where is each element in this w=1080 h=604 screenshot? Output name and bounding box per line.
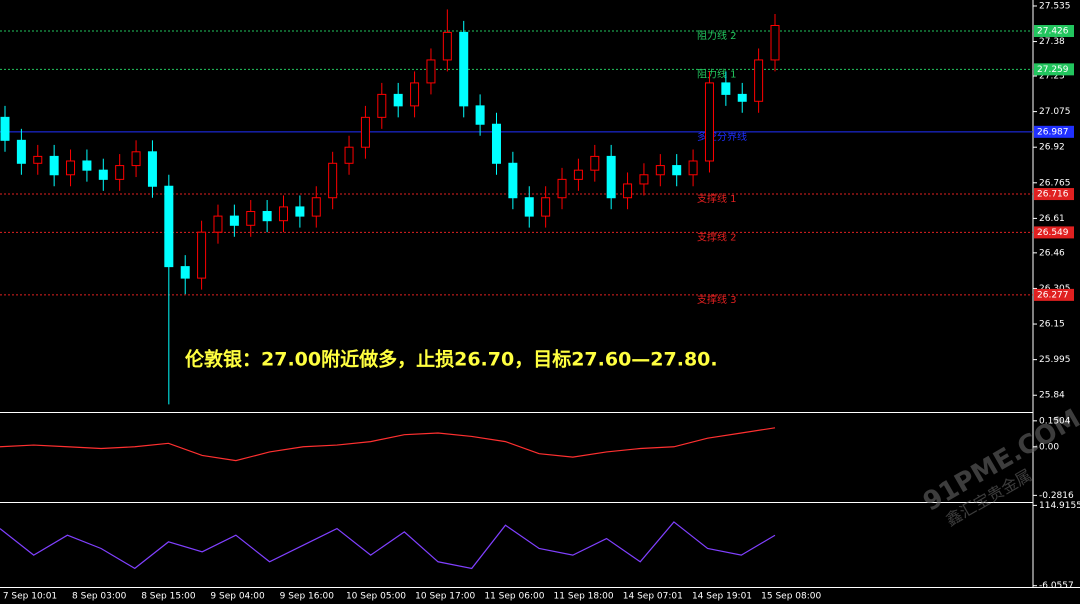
y-tick-label: 26.765 xyxy=(1039,178,1071,188)
candle-body xyxy=(131,151,141,167)
candle-body xyxy=(197,231,207,279)
candle-body xyxy=(377,93,387,118)
x-tick-label: 8 Sep 03:00 xyxy=(72,592,127,602)
candle-body xyxy=(164,185,174,268)
candle-body xyxy=(115,165,125,180)
candle-body xyxy=(147,151,157,187)
candle-body xyxy=(459,31,469,107)
x-tick-label: 11 Sep 06:00 xyxy=(484,592,544,602)
y-tick-label: 26.92 xyxy=(1039,143,1065,153)
candle-body xyxy=(98,169,108,180)
y-tick-label: 114.9155 xyxy=(1039,501,1080,511)
y-tick-label: 27.535 xyxy=(1039,1,1071,11)
x-tick-label: 9 Sep 16:00 xyxy=(280,592,335,602)
candle-body xyxy=(721,82,731,95)
level-tag xyxy=(1034,125,1074,138)
candle-body xyxy=(246,211,256,226)
x-tick-label: 15 Sep 08:00 xyxy=(761,592,821,602)
level-tag xyxy=(1034,25,1074,38)
candle-body xyxy=(229,215,239,226)
candle-body xyxy=(344,146,354,164)
level-label: 支撑线 1 xyxy=(697,192,737,205)
candle-body xyxy=(688,160,698,176)
y-tick-label: -6.0557 xyxy=(1039,581,1074,591)
y-tick-label: 26.15 xyxy=(1039,320,1065,330)
level-tag xyxy=(1034,63,1074,76)
candle-body xyxy=(0,116,10,141)
candle-body xyxy=(639,174,649,185)
candle-body xyxy=(262,211,272,222)
candle-body xyxy=(295,206,305,217)
level-tag xyxy=(1034,226,1074,239)
candle-body xyxy=(623,183,633,199)
candle-body xyxy=(606,155,616,199)
candle-body xyxy=(704,82,714,162)
candle-body xyxy=(180,266,190,279)
x-tick-label: 8 Sep 15:00 xyxy=(141,592,196,602)
candle-body xyxy=(508,162,518,199)
y-tick-label: 27.23 xyxy=(1039,72,1065,82)
x-tick-label: 9 Sep 04:00 xyxy=(210,592,265,602)
x-tick-label: 10 Sep 17:00 xyxy=(415,592,475,602)
candle-body xyxy=(82,160,92,171)
level-label: 阻力线 1 xyxy=(697,67,737,80)
candle-body xyxy=(770,24,780,61)
y-tick-label: 27.075 xyxy=(1039,107,1071,117)
y-tick-label: -0.2816 xyxy=(1039,491,1074,501)
candle-body xyxy=(360,116,370,148)
level-value: 27.426 xyxy=(1037,27,1069,37)
macd-line xyxy=(0,427,776,462)
level-label: 支撑线 3 xyxy=(697,293,737,306)
y-tick-label: 27.38 xyxy=(1039,37,1065,47)
y-tick-label: 26.61 xyxy=(1039,214,1065,224)
candle-body xyxy=(328,162,338,199)
candle-body xyxy=(475,105,485,125)
x-tick-label: 11 Sep 18:00 xyxy=(554,592,614,602)
x-tick-label: 7 Sep 10:01 xyxy=(3,592,57,602)
candle-body xyxy=(213,215,223,233)
x-tick-label: 14 Sep 07:01 xyxy=(623,592,683,602)
level-value: 26.716 xyxy=(1037,190,1069,200)
stoch-line xyxy=(0,521,776,570)
annotation: 伦敦银：27.00附近做多，止损26.70，目标27.60—27.80. xyxy=(185,348,718,371)
y-tick-label: 0.1504 xyxy=(1039,416,1071,426)
candle-body xyxy=(754,59,764,102)
candle-body xyxy=(426,59,436,84)
candle-body xyxy=(49,155,59,176)
candle-body xyxy=(737,93,747,102)
level-value: 27.259 xyxy=(1037,65,1069,75)
level-value: 26.987 xyxy=(1037,127,1069,137)
x-tick-label: 10 Sep 05:00 xyxy=(346,592,406,602)
y-tick-label: 25.995 xyxy=(1039,355,1071,365)
candle-body xyxy=(410,82,420,107)
candle-body xyxy=(491,123,501,164)
candle-body xyxy=(655,165,665,176)
level-label: 支撑线 2 xyxy=(697,230,737,243)
candle-body xyxy=(541,197,551,217)
candle-body xyxy=(393,93,403,107)
level-value: 26.277 xyxy=(1037,290,1069,300)
level-label: 阻力线 2 xyxy=(697,29,737,42)
y-tick-label: 25.84 xyxy=(1039,391,1065,401)
candle-body xyxy=(279,206,289,222)
candle-body xyxy=(573,169,583,180)
level-label: 多空分界线 xyxy=(697,130,747,143)
candle-body xyxy=(33,155,43,164)
candle-body xyxy=(16,139,26,164)
candle-body xyxy=(524,197,534,217)
level-value: 26.549 xyxy=(1037,228,1069,238)
candle-body xyxy=(311,197,321,217)
candle-body xyxy=(557,178,567,199)
level-tag xyxy=(1034,288,1074,301)
candle-body xyxy=(66,160,76,176)
level-tag xyxy=(1034,188,1074,201)
candle-body xyxy=(672,165,682,176)
y-tick-label: 26.46 xyxy=(1039,248,1065,258)
x-tick-label: 14 Sep 19:01 xyxy=(692,592,752,602)
y-tick-label: 0.00 xyxy=(1039,442,1059,452)
candle-body xyxy=(442,31,452,61)
candle-body xyxy=(590,155,600,171)
